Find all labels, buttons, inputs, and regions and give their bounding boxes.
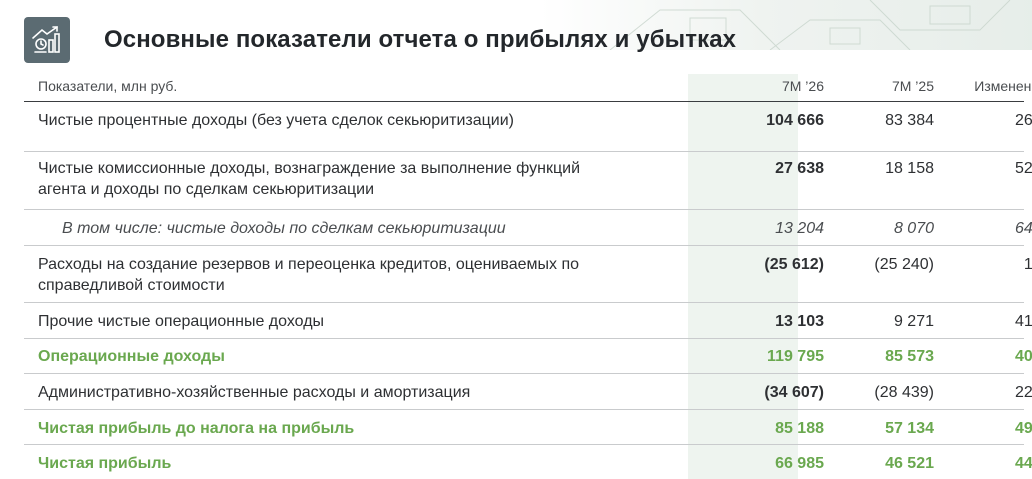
column-header-label: Показатели, млн руб. (38, 78, 178, 94)
growth-chart-icon (24, 17, 70, 63)
row-previous-value: 46 521 (885, 455, 934, 472)
header-background-decoration (540, 0, 1032, 50)
row-divider (24, 409, 1024, 410)
row-divider (24, 209, 1024, 210)
row-change-value: 49% (1014, 420, 1032, 437)
row-change-value: 41% (1014, 313, 1032, 330)
row-label: Чистые комиссионные доходы, вознагражден… (38, 160, 581, 198)
row-previous-value: 57 134 (885, 420, 934, 437)
row-current-value: 119 795 (767, 348, 824, 365)
row-change-value: 44% (1014, 455, 1032, 472)
row-label: Чистая прибыль (38, 455, 172, 472)
row-change-value: 52% (1014, 160, 1032, 177)
row-divider (24, 302, 1024, 303)
row-current-value: 13 103 (775, 313, 824, 330)
column-header-previous: 7M ’25 (891, 78, 934, 94)
row-divider (24, 373, 1024, 374)
row-previous-value: 18 158 (885, 160, 934, 177)
row-divider (24, 444, 1024, 445)
row-divider (24, 245, 1024, 246)
row-current-value: 104 666 (766, 112, 824, 129)
row-label: Чистые процентные доходы (без учета сдел… (38, 112, 514, 129)
row-label: Административно-хозяйственные расходы и … (38, 384, 471, 401)
column-header-change: Изменение (974, 78, 1032, 94)
page-title: Основные показатели отчета о прибылях и … (104, 26, 737, 53)
row-previous-value: 9 271 (893, 313, 934, 330)
row-label: Операционные доходы (38, 348, 225, 365)
row-divider (24, 338, 1024, 339)
row-divider (24, 151, 1024, 152)
column-header-current: 7M ’26 (781, 78, 824, 94)
header-divider (24, 101, 1024, 102)
row-current-value: 27 638 (775, 160, 824, 177)
row-current-value: 85 188 (775, 420, 824, 437)
row-label: Расходы на создание резервов и переоценк… (38, 256, 580, 294)
row-current-value: 13 204 (775, 220, 824, 237)
row-current-value: 66 985 (775, 455, 824, 472)
row-change-value: 1% (1023, 256, 1032, 273)
row-label: В том числе: чистые доходы по сделкам се… (62, 220, 506, 237)
page-header: Основные показатели отчета о прибылях и … (24, 14, 736, 66)
row-change-value: 64% (1014, 220, 1032, 237)
row-change-value: 40% (1014, 348, 1032, 365)
row-previous-value: 85 573 (885, 348, 934, 365)
row-previous-value: (28 439) (874, 384, 934, 401)
row-previous-value: 8 070 (893, 220, 934, 237)
row-previous-value: (25 240) (874, 256, 934, 273)
row-current-value: (34 607) (764, 384, 824, 401)
row-label: Чистая прибыль до налога на прибыль (38, 420, 355, 437)
row-change-value: 22% (1014, 384, 1032, 401)
row-current-value: (25 612) (764, 256, 824, 273)
row-previous-value: 83 384 (885, 112, 934, 129)
current-period-column-highlight (688, 74, 798, 479)
row-change-value: 26% (1014, 112, 1032, 129)
row-label: Прочие чистые операционные доходы (38, 313, 325, 330)
